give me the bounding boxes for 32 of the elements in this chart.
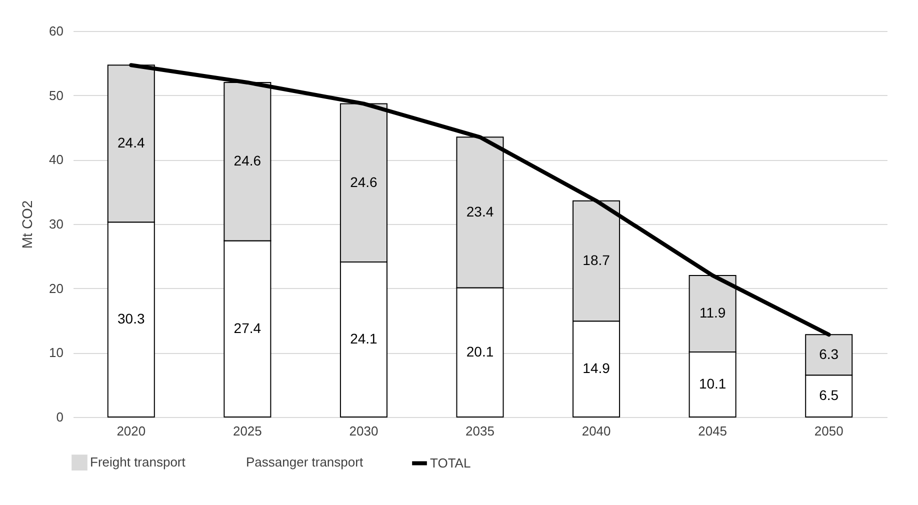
data-label: 6.3 <box>819 346 839 362</box>
y-tick-label: 0 <box>56 410 64 424</box>
x-tick-label: 2030 <box>349 424 378 438</box>
data-label: 14.9 <box>582 360 610 376</box>
x-tick-label: 2025 <box>232 424 262 438</box>
x-tick-label: 2020 <box>116 424 146 438</box>
data-label: 30.3 <box>118 310 145 327</box>
data-label: 27.4 <box>234 320 262 336</box>
data-label: 20.1 <box>466 343 494 360</box>
y-tick-label: 50 <box>49 88 64 103</box>
data-label: 24.1 <box>350 330 378 346</box>
legend-label: Freight transport <box>90 454 186 470</box>
data-label: 11.9 <box>699 304 726 321</box>
y-tick-label: 60 <box>49 24 64 38</box>
y-tick-label: 40 <box>49 152 64 168</box>
data-label: 24.4 <box>118 134 145 151</box>
data-label: 24.6 <box>350 174 378 190</box>
data-label: 6.5 <box>819 387 839 404</box>
x-tick-label: 2035 <box>466 424 494 438</box>
y-tick-label: 30 <box>49 216 64 232</box>
x-tick-label: 2045 <box>698 424 728 438</box>
x-tick-label: 2040 <box>582 424 611 438</box>
x-tick-label: 2050 <box>814 424 844 438</box>
y-tick-label: 10 <box>49 345 64 360</box>
y-tick-label: 20 <box>49 280 64 296</box>
data-label: 23.4 <box>466 203 494 220</box>
legend-label: TOTAL <box>430 455 471 470</box>
data-label: 18.7 <box>582 252 610 268</box>
y-axis-title: Mt CO2 <box>19 200 36 249</box>
data-label: 24.6 <box>234 152 262 169</box>
text: Passanger transport <box>246 454 364 470</box>
data-label: 10.1 <box>698 376 726 392</box>
